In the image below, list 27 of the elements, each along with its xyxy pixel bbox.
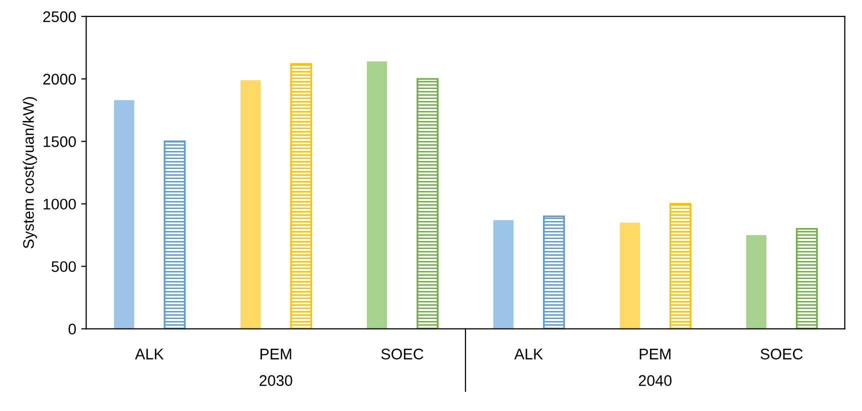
bar (366, 61, 388, 329)
y-tick-label: 1500 (44, 136, 76, 148)
y-axis-title: System cost(yuan/kW) (22, 97, 37, 248)
bar (493, 220, 514, 329)
x-tick-label: ALK (514, 348, 543, 360)
bar (543, 216, 565, 329)
y-tick-label: 2500 (43, 11, 76, 22)
x-tick-label: SOEC (381, 348, 424, 360)
text: 2030 (260, 375, 292, 386)
y-tick-label: 0 (68, 324, 76, 334)
bar (416, 78, 438, 329)
bar (114, 100, 134, 329)
y-tick-label: 1000 (44, 198, 76, 210)
text: 2040 (638, 375, 672, 386)
bar (240, 80, 261, 329)
bar (669, 203, 692, 329)
x-tick-label: SOEC (760, 348, 803, 360)
y-tick-label: 2000 (43, 74, 76, 85)
x-tick-label: PEM (640, 348, 670, 360)
bar (164, 140, 186, 329)
y-tick-label: 500 (52, 261, 76, 272)
x-tick-label: PEM (260, 348, 292, 360)
bar (290, 63, 312, 329)
bar (620, 222, 640, 329)
bar (746, 235, 766, 329)
bar (796, 228, 818, 329)
x-tick-label: ALK (135, 348, 164, 360)
